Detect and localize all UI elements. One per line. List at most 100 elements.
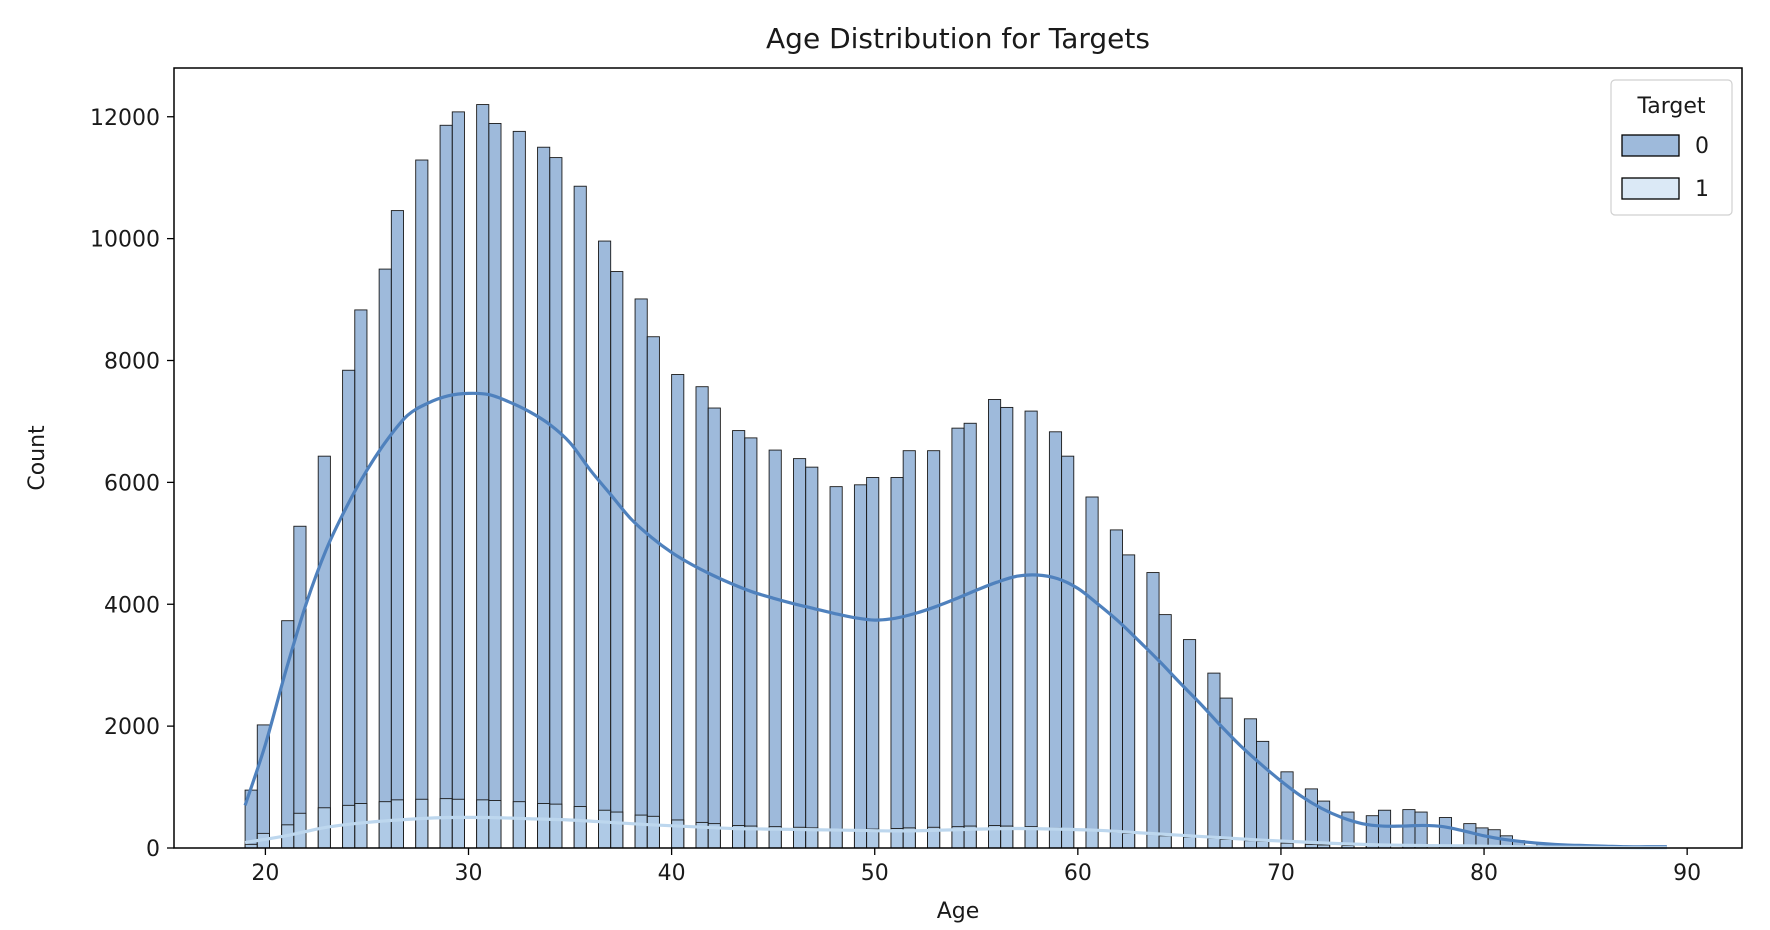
histogram-bar-target-0 bbox=[744, 437, 758, 849]
histogram-bar-target-0 bbox=[1438, 817, 1453, 849]
histogram-bar-target-0 bbox=[732, 430, 746, 849]
histogram-bar-target-0 bbox=[1207, 672, 1221, 849]
histogram-bar-target-0 bbox=[378, 268, 392, 849]
histogram-bar-target-1 bbox=[1085, 830, 1099, 849]
kde-layer bbox=[243, 391, 1667, 850]
histogram-bar-target-1 bbox=[829, 828, 843, 849]
histogram-bar-target-0 bbox=[354, 309, 368, 849]
histogram-bar-target-1 bbox=[1109, 831, 1123, 849]
histogram-bar-target-1 bbox=[634, 814, 648, 849]
histogram-bar-target-0 bbox=[1304, 788, 1318, 849]
x-tick-label: 90 bbox=[1673, 861, 1701, 886]
y-tick-label: 10000 bbox=[90, 228, 160, 253]
histogram-bar-target-0 bbox=[256, 724, 270, 849]
histogram-bar-target-0 bbox=[512, 130, 526, 849]
x-tick-label: 20 bbox=[251, 861, 279, 886]
histogram-bar-target-1 bbox=[1158, 835, 1172, 849]
histogram-bar-target-0 bbox=[610, 271, 624, 849]
legend-label-target-0: 0 bbox=[1695, 134, 1709, 159]
y-tick-label: 8000 bbox=[104, 350, 160, 375]
x-tick-label: 70 bbox=[1267, 861, 1295, 886]
y-tick-label: 6000 bbox=[104, 471, 160, 496]
histogram-bar-target-1 bbox=[598, 809, 612, 849]
histogram-bar-target-0 bbox=[1122, 554, 1136, 849]
histogram-bar-target-0 bbox=[1377, 809, 1392, 849]
histogram-bar-target-1 bbox=[549, 803, 563, 849]
x-axis: 20 30 40 50 60 70 80 90 bbox=[251, 848, 1701, 886]
histogram-bar-target-1 bbox=[1061, 828, 1075, 849]
plot-frame bbox=[173, 67, 1743, 849]
histogram-bar-target-0 bbox=[853, 484, 868, 849]
histogram-bar-target-0 bbox=[342, 369, 356, 849]
histogram-bar-target-0 bbox=[707, 407, 721, 849]
legend-title: Target bbox=[1636, 94, 1705, 119]
y-tick-label: 12000 bbox=[90, 106, 160, 131]
histogram-bar-target-1 bbox=[610, 811, 624, 849]
x-axis-label: Age bbox=[937, 899, 980, 924]
y-tick-label: 4000 bbox=[104, 593, 160, 618]
histogram-bar-target-1 bbox=[1182, 836, 1197, 849]
kde-curve-target-1 bbox=[244, 815, 1667, 850]
x-tick-label: 30 bbox=[455, 861, 483, 886]
histogram-bar-target-1 bbox=[378, 801, 392, 849]
histogram-bar-target-0 bbox=[476, 104, 490, 849]
histogram-bar-target-0 bbox=[1048, 431, 1063, 849]
histogram-bar-target-0 bbox=[1243, 718, 1258, 849]
legend-swatch-target-0 bbox=[1621, 134, 1680, 157]
histogram-bar-target-1 bbox=[1048, 827, 1063, 849]
x-tick-label: 80 bbox=[1470, 861, 1498, 886]
histogram-bar-target-0 bbox=[927, 450, 941, 849]
histogram-bar-target-0 bbox=[793, 458, 807, 849]
histogram-bar-target-0 bbox=[988, 399, 1002, 849]
histogram-bar-target-1 bbox=[671, 819, 685, 849]
histogram-bar-target-0 bbox=[1158, 614, 1172, 849]
histogram-bar-target-0 bbox=[768, 449, 782, 849]
kde-curve-target-0 bbox=[243, 391, 1667, 849]
histogram-bar-target-1 bbox=[488, 800, 502, 849]
histogram-bar-target-0 bbox=[1219, 697, 1233, 849]
chart-title: Age Distribution for Targets bbox=[766, 22, 1150, 55]
histogram-bar-target-0 bbox=[415, 159, 429, 849]
histogram-bar-target-1 bbox=[573, 806, 587, 849]
histogram-bar-target-1 bbox=[537, 803, 551, 849]
histogram-bar-target-0 bbox=[805, 466, 819, 849]
histogram-bar-target-0 bbox=[488, 122, 502, 849]
histogram-bar-target-1 bbox=[451, 798, 465, 849]
histogram-bar-target-0 bbox=[963, 422, 977, 849]
histogram-bar-target-0 bbox=[1085, 496, 1099, 849]
x-tick-label: 50 bbox=[861, 861, 889, 886]
histogram-bar-target-1 bbox=[439, 798, 453, 849]
histogram-bar-target-0 bbox=[1000, 406, 1014, 849]
histogram-bar-target-0 bbox=[537, 146, 551, 849]
histogram-bar-target-0 bbox=[671, 374, 685, 849]
histogram-bar-target-1 bbox=[1243, 840, 1258, 849]
histogram-bar-target-0 bbox=[293, 525, 307, 849]
histogram-bar-target-0 bbox=[695, 386, 709, 849]
x-tick-label: 60 bbox=[1064, 861, 1092, 886]
histogram-bar-target-0 bbox=[598, 240, 612, 849]
histogram-bar-target-0 bbox=[829, 486, 843, 849]
histogram-bar-target-1 bbox=[390, 799, 404, 849]
legend-swatch-target-1 bbox=[1621, 177, 1680, 200]
histogram-bar-target-0 bbox=[951, 427, 965, 849]
histogram-bar-target-1 bbox=[1122, 832, 1136, 849]
y-tick-label: 0 bbox=[146, 837, 160, 862]
histogram-bar-target-0 bbox=[1414, 811, 1428, 849]
histogram-bar-target-0 bbox=[573, 185, 587, 849]
y-axis: 0 2000 4000 6000 8000 10000 12000 bbox=[90, 106, 174, 862]
histogram-bar-target-0 bbox=[1256, 740, 1270, 849]
legend-label-target-1: 1 bbox=[1695, 177, 1709, 202]
histogram-bar-target-0 bbox=[902, 450, 916, 849]
histogram-bar-target-0 bbox=[451, 111, 465, 849]
histogram-bar-target-0 bbox=[1182, 639, 1197, 849]
histogram-bar-target-0 bbox=[1061, 455, 1075, 849]
histogram-bar-target-1 bbox=[342, 804, 356, 849]
histogram-bar-target-0 bbox=[646, 336, 660, 849]
histogram-bar-target-1 bbox=[415, 798, 429, 849]
histogram-bar-target-1 bbox=[1256, 840, 1270, 849]
x-tick-label: 40 bbox=[658, 861, 686, 886]
histogram-bar-target-1 bbox=[1146, 834, 1160, 849]
histogram-bar-target-0 bbox=[1109, 529, 1123, 849]
histogram-bar-target-1 bbox=[853, 829, 868, 849]
